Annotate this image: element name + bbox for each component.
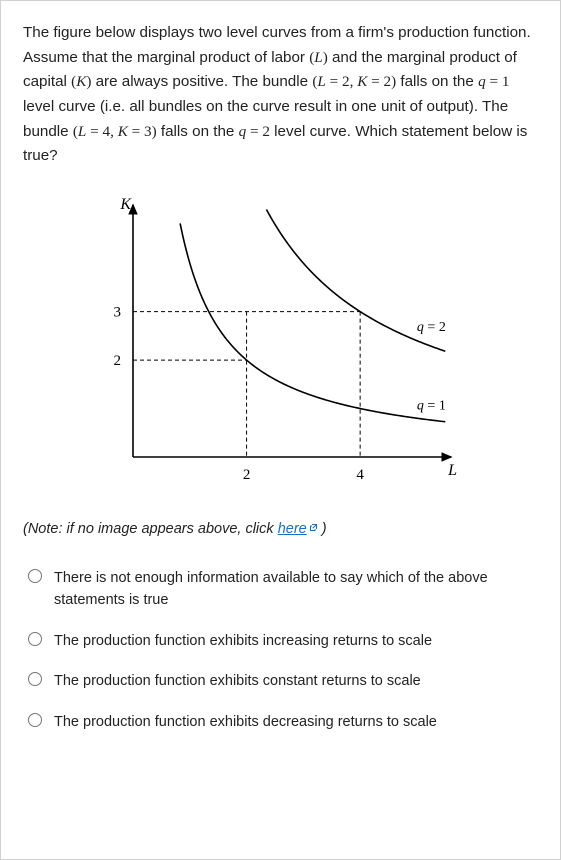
choice-radio-c3[interactable] — [28, 713, 42, 727]
isoquant-chart: K L 2 3 2 4 q = 1 q = 2 — [71, 195, 491, 495]
choice-radio-c0[interactable] — [28, 569, 42, 583]
svg-text:L: L — [447, 462, 457, 479]
svg-text:K: K — [119, 196, 132, 213]
image-note: (Note: if no image appears above, click … — [23, 521, 538, 537]
choice-label: The production function exhibits constan… — [54, 670, 538, 692]
choice-label: The production function exhibits decreas… — [54, 711, 538, 733]
svg-text:2: 2 — [113, 353, 121, 369]
question-text: The figure below displays two level curv… — [23, 21, 538, 169]
choice-label: There is not enough information availabl… — [54, 567, 538, 612]
external-link-icon — [309, 523, 318, 532]
choices: There is not enough information availabl… — [23, 567, 538, 733]
note-suffix: ) — [318, 521, 327, 537]
choice-c3[interactable]: The production function exhibits decreas… — [23, 711, 538, 733]
svg-text:q = 2: q = 2 — [416, 320, 445, 335]
svg-text:3: 3 — [113, 304, 121, 320]
svg-text:4: 4 — [356, 467, 364, 483]
choice-radio-c1[interactable] — [28, 632, 42, 646]
svg-text:2: 2 — [242, 467, 250, 483]
figure-wrap: K L 2 3 2 4 q = 1 q = 2 — [23, 195, 538, 495]
choice-c1[interactable]: The production function exhibits increas… — [23, 630, 538, 652]
note-link[interactable]: here — [278, 521, 318, 537]
choice-c0[interactable]: There is not enough information availabl… — [23, 567, 538, 612]
choice-c2[interactable]: The production function exhibits constan… — [23, 670, 538, 692]
svg-text:q = 1: q = 1 — [416, 398, 445, 413]
note-prefix: (Note: if no image appears above, click — [23, 521, 278, 537]
choice-radio-c2[interactable] — [28, 672, 42, 686]
question-card: The figure below displays two level curv… — [0, 0, 561, 860]
choice-label: The production function exhibits increas… — [54, 630, 538, 652]
